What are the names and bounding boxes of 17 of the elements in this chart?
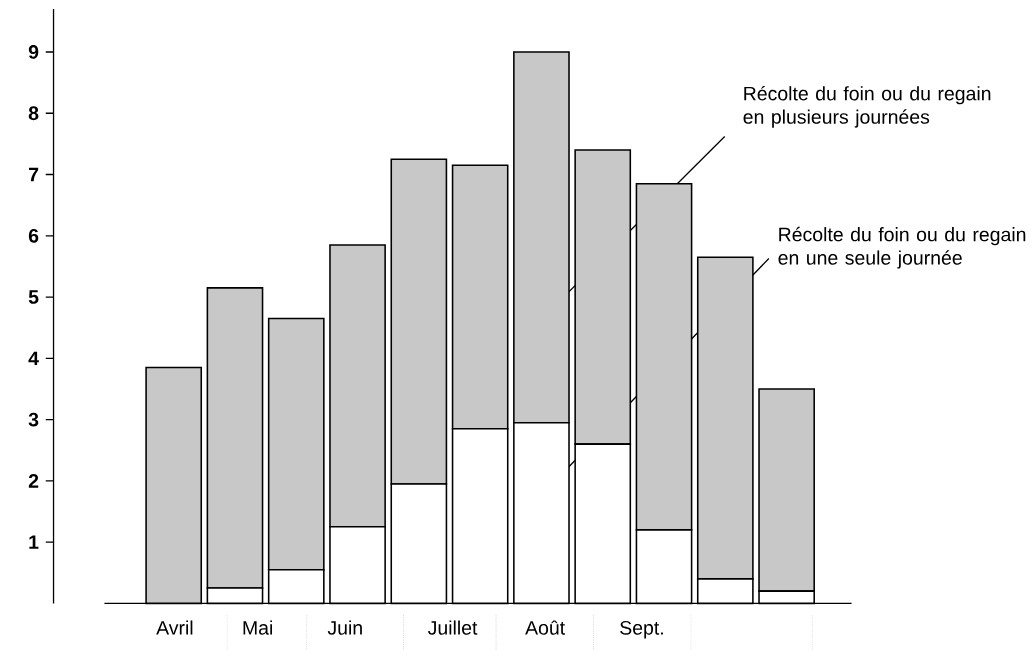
text: Récolte du foin ou du regain en une seule journée	[778, 226, 1026, 269]
text: Mai	[243, 620, 273, 635]
y-tick-label: 3	[28, 412, 39, 427]
y-tick-label: 7	[29, 167, 39, 182]
text: Avril	[156, 620, 193, 635]
y-tick-label: 2	[28, 473, 39, 488]
y-tick-label: 4	[28, 351, 39, 365]
y-tick-label: 8	[28, 106, 39, 120]
y-tick-label: 5	[28, 290, 39, 304]
text: Sept.	[620, 620, 663, 639]
y-tick-label: 1	[29, 535, 39, 549]
text: Juin	[327, 620, 362, 635]
text: Récolte du foin ou du regain en plusieurs journées	[743, 85, 991, 128]
y-tick-label: 6	[28, 228, 39, 243]
y-tick-label: 9	[28, 44, 39, 59]
text: Août	[525, 620, 565, 635]
text: Juillet	[427, 620, 478, 635]
